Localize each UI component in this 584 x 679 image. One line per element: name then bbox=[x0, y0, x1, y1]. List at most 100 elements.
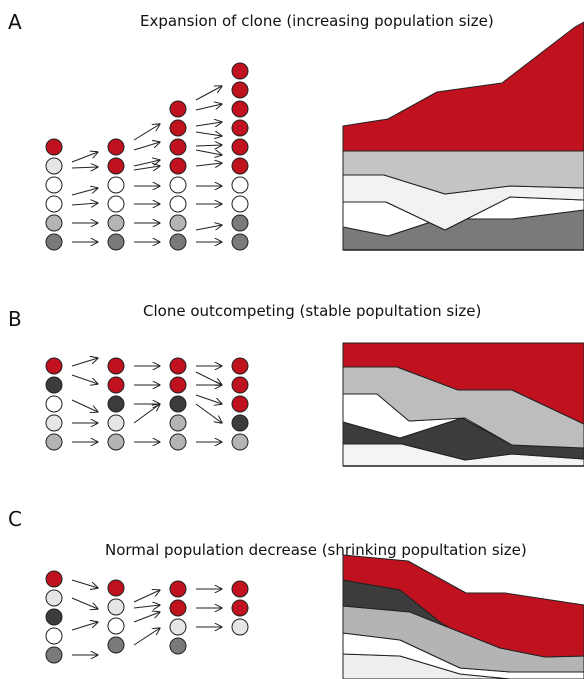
cell-mid bbox=[45, 233, 63, 251]
cell-light bbox=[45, 157, 63, 175]
cell-red bbox=[45, 570, 63, 588]
area-a-grey-band bbox=[342, 150, 584, 195]
cell-white bbox=[107, 617, 125, 635]
cell-mid bbox=[169, 233, 187, 251]
cell-grey bbox=[45, 214, 63, 232]
cell-dark bbox=[45, 376, 63, 394]
transition-arrow bbox=[133, 124, 160, 141]
cell-mid bbox=[107, 636, 125, 654]
transition-arrow bbox=[195, 86, 222, 101]
cell-red bbox=[107, 579, 125, 597]
cell-red bbox=[231, 357, 249, 375]
cell-mid bbox=[107, 233, 125, 251]
cell-red bbox=[169, 100, 187, 118]
transition-arrow bbox=[133, 590, 160, 603]
panel-a-area-plot bbox=[342, 21, 584, 251]
transition-arrow bbox=[133, 605, 160, 608]
transition-arrow bbox=[195, 149, 222, 155]
cell-red bbox=[169, 138, 187, 156]
transition-arrow bbox=[71, 167, 98, 168]
transition-arrow bbox=[133, 628, 160, 646]
cell-light bbox=[107, 414, 125, 432]
transition-arrow bbox=[195, 145, 222, 146]
transition-arrow bbox=[71, 622, 98, 631]
panel-c-cell-columns bbox=[45, 570, 249, 664]
transition-arrow bbox=[133, 612, 160, 623]
cell-red bbox=[231, 100, 249, 118]
cell-light bbox=[169, 618, 187, 636]
cell-light bbox=[107, 598, 125, 616]
cell-red bbox=[169, 357, 187, 375]
transition-arrow bbox=[71, 399, 98, 412]
transition-arrow bbox=[195, 122, 222, 126]
transition-arrow bbox=[195, 132, 222, 136]
cell-red bbox=[169, 119, 187, 137]
cell-red bbox=[231, 599, 249, 617]
transition-arrow bbox=[71, 203, 98, 205]
cell-dark bbox=[169, 395, 187, 413]
cell-white bbox=[231, 195, 249, 213]
cell-red bbox=[107, 138, 125, 156]
transition-arrow bbox=[71, 579, 98, 588]
panel-a-arrows bbox=[71, 86, 222, 242]
cell-grey bbox=[169, 414, 187, 432]
cell-red bbox=[231, 119, 249, 137]
transition-arrow bbox=[71, 597, 98, 609]
panel-c-arrows bbox=[71, 579, 222, 655]
cell-red bbox=[169, 157, 187, 175]
cell-grey bbox=[107, 214, 125, 232]
transition-arrow bbox=[133, 166, 160, 170]
panel-b-letter: B bbox=[8, 307, 22, 331]
panel-a-letter: A bbox=[8, 10, 22, 34]
transition-arrow bbox=[71, 374, 98, 384]
area-b-red-band bbox=[342, 342, 584, 425]
panel-a-cell-columns bbox=[45, 62, 249, 251]
panel-c-letter: C bbox=[8, 507, 22, 531]
transition-arrow bbox=[71, 188, 98, 196]
transition-arrow bbox=[71, 358, 98, 367]
cell-red bbox=[169, 376, 187, 394]
cell-red bbox=[169, 599, 187, 617]
cell-red bbox=[231, 376, 249, 394]
cell-white bbox=[45, 195, 63, 213]
cell-red bbox=[169, 580, 187, 598]
cell-grey bbox=[231, 433, 249, 451]
cell-grey bbox=[45, 433, 63, 451]
cell-red bbox=[107, 376, 125, 394]
cell-white bbox=[45, 395, 63, 413]
transition-arrow bbox=[195, 104, 222, 111]
transition-arrow bbox=[71, 152, 98, 163]
cell-white bbox=[107, 176, 125, 194]
cell-light bbox=[45, 589, 63, 607]
cell-light bbox=[231, 618, 249, 636]
transition-arrow bbox=[195, 225, 222, 231]
cell-red bbox=[231, 62, 249, 80]
transition-arrow bbox=[195, 403, 222, 423]
area-a-red-band bbox=[342, 21, 584, 152]
cell-dark bbox=[107, 395, 125, 413]
cell-grey bbox=[169, 433, 187, 451]
area-c-red-band bbox=[342, 554, 584, 658]
cell-red bbox=[231, 580, 249, 598]
transition-arrow bbox=[133, 142, 160, 151]
cell-red bbox=[107, 157, 125, 175]
cell-red bbox=[107, 357, 125, 375]
cell-mid bbox=[231, 233, 249, 251]
cell-red bbox=[231, 138, 249, 156]
cell-grey bbox=[107, 433, 125, 451]
cell-red bbox=[231, 81, 249, 99]
cell-white bbox=[231, 176, 249, 194]
cell-white bbox=[169, 195, 187, 213]
cell-light bbox=[45, 414, 63, 432]
panel-b-arrows bbox=[71, 358, 222, 442]
transition-arrow bbox=[133, 160, 160, 167]
transition-arrow bbox=[133, 404, 160, 424]
transition-arrow bbox=[195, 371, 222, 385]
cell-red bbox=[45, 138, 63, 156]
cell-white bbox=[45, 176, 63, 194]
transition-arrow bbox=[195, 163, 222, 166]
panel-c-area-plot bbox=[342, 554, 584, 679]
panel-b-cell-columns bbox=[45, 357, 249, 451]
panel-a-title: Expansion of clone (increasing populatio… bbox=[140, 12, 494, 30]
